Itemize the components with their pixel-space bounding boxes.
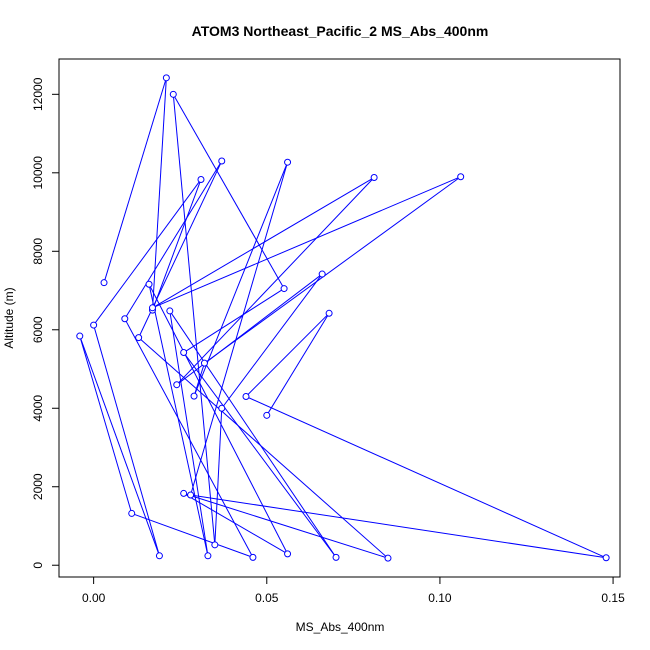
data-point — [180, 349, 188, 357]
x-axis-label: MS_Abs_400nm — [296, 620, 385, 634]
series-segment — [176, 177, 375, 386]
series-segment — [131, 512, 254, 558]
data-point — [218, 157, 226, 165]
series-segment — [221, 273, 323, 409]
data-point — [166, 307, 174, 315]
data-point — [384, 554, 392, 562]
series-segment — [204, 176, 461, 364]
x-tick-label: 0.05 — [255, 591, 279, 605]
data-point — [263, 411, 271, 419]
y-tick-label: 2000 — [31, 473, 45, 500]
data-point — [190, 392, 198, 400]
data-point — [280, 285, 288, 293]
series-segment — [148, 284, 209, 556]
series-segment — [190, 494, 607, 559]
data-point — [100, 279, 108, 287]
x-axis: 0.00 0.05 0.10 0.15 — [82, 576, 625, 605]
data-point — [169, 90, 177, 98]
series-segment — [152, 77, 167, 311]
data-point — [128, 509, 136, 517]
series-segment — [172, 94, 285, 289]
series-segment — [183, 352, 337, 558]
series-segment — [169, 310, 337, 558]
series-segment — [138, 337, 389, 559]
series-segment — [152, 179, 202, 311]
data-point — [155, 552, 163, 560]
data-point — [200, 359, 208, 367]
y-tick-label: 0 — [31, 562, 45, 569]
series-segment — [79, 335, 160, 556]
data-point — [121, 315, 129, 323]
x-tick-label: 0.10 — [428, 591, 452, 605]
data-point — [318, 270, 326, 278]
series-segment — [245, 396, 607, 559]
data-point — [197, 175, 205, 183]
series-segment — [245, 312, 330, 397]
series-segment — [152, 176, 461, 309]
chart-title: ATOM3 Northeast_Pacific_2 MS_Abs_400nm — [192, 23, 489, 39]
data-point — [602, 554, 610, 562]
series-segment — [152, 177, 375, 309]
data-point — [325, 309, 333, 317]
series-segment — [193, 162, 289, 397]
series-segment — [183, 492, 389, 559]
series-segment — [214, 408, 223, 545]
data-point — [180, 489, 188, 497]
series-segment — [183, 288, 285, 353]
series-segment — [124, 160, 223, 320]
data-point — [90, 321, 98, 329]
data-point — [218, 404, 226, 412]
series-layer — [76, 74, 610, 562]
y-tick-label: 10000 — [31, 156, 45, 190]
series-segment — [190, 162, 289, 496]
series-segment — [176, 273, 323, 386]
series-segment — [169, 310, 209, 556]
series-segment — [266, 313, 330, 416]
data-point — [145, 280, 153, 288]
x-tick-label: 0.15 — [601, 591, 625, 605]
y-tick-label: 4000 — [31, 395, 45, 422]
data-point — [457, 173, 465, 181]
y-axis-label: Altitude (m) — [2, 287, 16, 348]
series-segment — [183, 492, 288, 555]
data-point — [249, 553, 257, 561]
series-segment — [172, 94, 216, 545]
series-segment — [79, 335, 133, 514]
x-tick-label: 0.00 — [82, 591, 106, 605]
series-segment — [93, 324, 160, 556]
data-point — [370, 174, 378, 182]
data-point — [204, 552, 212, 560]
data-point — [135, 334, 143, 342]
data-point — [332, 553, 340, 561]
series-segment — [93, 179, 202, 326]
data-point — [211, 541, 219, 549]
data-point — [242, 392, 250, 400]
series-segment — [148, 284, 289, 555]
data-point — [284, 158, 292, 166]
data-point — [149, 304, 156, 312]
data-point — [76, 332, 84, 340]
data-point — [187, 491, 195, 499]
y-tick-label: 12000 — [31, 77, 45, 111]
series-segment — [103, 77, 167, 283]
y-axis: 0 2000 4000 6000 8000 10000 12000 — [31, 77, 60, 569]
data-point — [162, 74, 170, 82]
y-tick-label: 8000 — [31, 238, 45, 265]
y-tick-label: 6000 — [31, 316, 45, 343]
data-point — [284, 550, 292, 558]
series-segment — [124, 318, 254, 558]
data-point — [173, 381, 181, 389]
